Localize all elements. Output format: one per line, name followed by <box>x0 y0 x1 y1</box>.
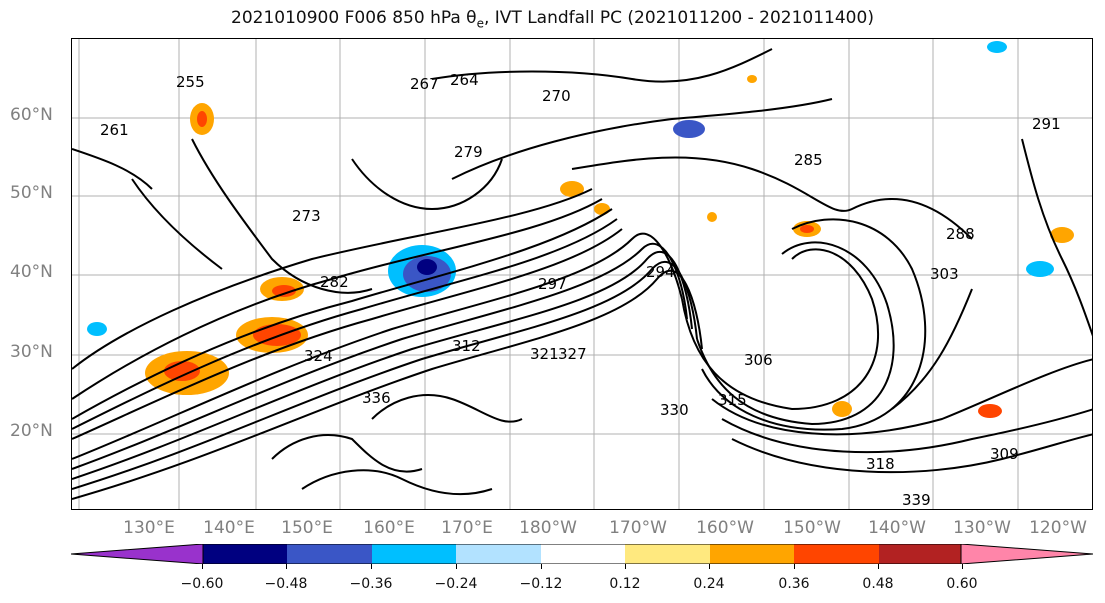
colorbar-cell <box>710 544 794 564</box>
colorbar-tick-label: 0.36 <box>778 576 810 592</box>
map-canvas: 264 270 279 285 282 273 267 261 255 291 … <box>72 39 1092 509</box>
lon-label-140e: 140°E <box>203 518 255 538</box>
colorbar-tick <box>371 564 372 569</box>
colorbar-cell <box>541 544 625 564</box>
lat-label-20n: 20°N <box>10 421 53 441</box>
colorbar-cell <box>203 544 287 564</box>
lon-label-170w: 170°W <box>609 518 667 538</box>
lon-label-170e: 170°E <box>441 518 493 538</box>
colorbar-cell <box>372 544 456 564</box>
lat-label-40n: 40°N <box>10 262 53 282</box>
contour-label: 321 <box>530 345 559 363</box>
colorbar-extend-high <box>961 544 1093 564</box>
contour-label: 261 <box>100 121 129 139</box>
colorbar-cell <box>794 544 879 564</box>
colorbar-tick <box>541 564 542 569</box>
contour-label: 279 <box>454 143 483 161</box>
lon-label-130w: 130°W <box>953 518 1011 538</box>
colorbar-cell <box>879 544 961 564</box>
contour-label: 267 <box>410 75 439 93</box>
lon-label-180w: 180°W <box>519 518 577 538</box>
colorbar-cell <box>287 544 372 564</box>
contour-label: 282 <box>320 273 349 291</box>
lon-label-160w: 160°W <box>696 518 754 538</box>
colorbar-tick-label: 0.12 <box>609 576 641 592</box>
lon-label-120w: 120°W <box>1029 518 1087 538</box>
contour-label: 306 <box>744 351 773 369</box>
colorbar-cell <box>456 544 541 564</box>
contour-label: 312 <box>452 337 481 355</box>
map-panel: 264 270 279 285 282 273 267 261 255 291 … <box>71 38 1093 510</box>
contour-label: 315 <box>718 391 747 409</box>
colorbar-tick <box>709 564 710 569</box>
colorbar-tick <box>202 564 203 569</box>
contour-label: 273 <box>292 207 321 225</box>
colorbar-tick-label: −0.12 <box>519 576 563 592</box>
map-title: 2021010900 F006 850 hPa θe, IVT Landfall… <box>231 8 874 31</box>
colorbar <box>71 544 1093 564</box>
contour-label: 291 <box>1032 115 1061 133</box>
contour-label: 339 <box>902 491 931 509</box>
contour-label: 264 <box>450 71 479 89</box>
colorbar-tick <box>286 564 287 569</box>
contour-label: 324 <box>304 347 333 365</box>
contour-label: 270 <box>542 87 571 105</box>
contour-label: 255 <box>176 73 205 91</box>
colorbar-tick <box>456 564 457 569</box>
colorbar-tick <box>794 564 795 569</box>
colorbar-tick <box>625 564 626 569</box>
lat-label-30n: 30°N <box>10 342 53 362</box>
lon-label-160e: 160°E <box>363 518 415 538</box>
lon-label-130e: 130°E <box>123 518 175 538</box>
contour-label: 318 <box>866 455 895 473</box>
contour-labels: 264 270 279 285 282 273 267 261 255 291 … <box>100 71 1061 509</box>
colorbar-tick-label: 0.24 <box>693 576 725 592</box>
colorbar-tick-label: 0.60 <box>946 576 978 592</box>
contour-label: 330 <box>660 401 689 419</box>
theta-e-contours <box>72 48 1092 500</box>
lon-label-140w: 140°W <box>868 518 926 538</box>
lon-label-150e: 150°E <box>281 518 333 538</box>
contour-label: 336 <box>362 389 391 407</box>
colorbar-extend-low <box>71 544 203 564</box>
colorbar-cell <box>625 544 710 564</box>
contour-label: 297 <box>538 275 567 293</box>
contour-label: 294 <box>646 263 675 281</box>
colorbar-tick-label: −0.60 <box>180 576 224 592</box>
contour-label: 309 <box>990 445 1019 463</box>
lat-label-50n: 50°N <box>10 183 53 203</box>
colorbar-tick-label: 0.48 <box>862 576 894 592</box>
contour-label: 327 <box>558 345 587 363</box>
lat-label-60n: 60°N <box>10 105 53 125</box>
colorbar-tick-label: −0.48 <box>264 576 308 592</box>
colorbar-tick <box>878 564 879 569</box>
colorbar-tick-label: −0.24 <box>434 576 478 592</box>
colorbar-tick-label: −0.36 <box>349 576 393 592</box>
lon-label-150w: 150°W <box>783 518 841 538</box>
contour-label: 285 <box>794 151 823 169</box>
contour-label: 303 <box>930 265 959 283</box>
colorbar-tick <box>962 564 963 569</box>
contour-label: 288 <box>946 225 975 243</box>
